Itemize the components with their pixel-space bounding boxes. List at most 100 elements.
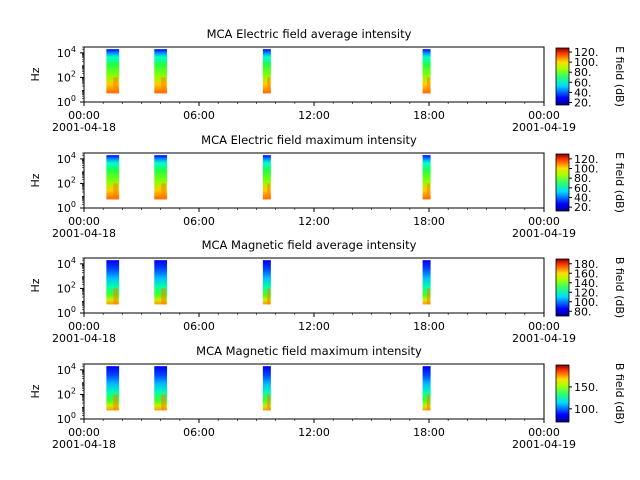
colorbar-label: B field (dB) [613, 257, 626, 318]
colorbar-tick-label: 120. [574, 46, 599, 59]
y-tick-label: 100 [57, 94, 76, 109]
colorbar-tick-label: 40. [574, 191, 592, 204]
burst-4 [422, 366, 431, 411]
y-tick-label: 100 [57, 305, 76, 320]
burst-2-hot-band [161, 288, 166, 305]
y-tick-label: 104 [57, 45, 76, 60]
x-tick-label: 00:00 [528, 320, 560, 333]
x-tick-label: 06:00 [183, 426, 215, 439]
burst-4-hot-band [427, 77, 430, 94]
y-tick-label: 100 [57, 411, 76, 426]
panel-title: MCA Electric field average intensity [207, 27, 412, 41]
burst-3-hot-band [267, 288, 271, 305]
x-tick-label: 18:00 [413, 426, 445, 439]
x-tick-label: 12:00 [298, 215, 330, 228]
x-date-label-end: 2001-04-19 [512, 227, 576, 240]
x-tick-label: 00:00 [68, 426, 100, 439]
x-tick-label: 00:00 [528, 426, 560, 439]
x-tick-label: 06:00 [183, 320, 215, 333]
y-tick-label: 102 [57, 280, 76, 295]
x-tick-label: 00:00 [528, 215, 560, 228]
colorbar-tick-label: 150. [574, 381, 599, 394]
x-date-label-end: 2001-04-19 [512, 438, 576, 451]
y-tick-label: 102 [57, 386, 76, 401]
colorbar-tick-label: 80. [574, 305, 592, 318]
burst-3-hot-band [267, 77, 271, 94]
panel-title: MCA Electric field maximum intensity [201, 133, 417, 147]
colorbar-tick-label: 60. [574, 76, 592, 89]
x-tick-label: 06:00 [183, 109, 215, 122]
y-axis-label: Hz [29, 67, 42, 81]
x-tick-label: 12:00 [298, 320, 330, 333]
colorbar-tick-label: 100. [574, 56, 599, 69]
x-date-label-start: 2001-04-18 [52, 227, 116, 240]
panel-title: MCA Magnetic field average intensity [202, 238, 417, 252]
colorbar-tick-label: 140. [574, 277, 599, 290]
colorbar-tick-label: 120. [574, 153, 599, 166]
burst-1-hot-band [113, 183, 118, 200]
panel-1: MCA Electric field average intensity 100 1… [29, 27, 626, 134]
x-tick-label: 18:00 [413, 215, 445, 228]
burst-2-hot-band [161, 183, 166, 200]
burst-4-hot-band [427, 394, 430, 411]
y-tick-label: 102 [57, 69, 76, 84]
burst-4 [422, 260, 431, 305]
plot-frame [83, 46, 545, 103]
burst-2-hot-band [161, 394, 166, 411]
colorbar-tick-label: 20. [574, 201, 592, 214]
burst-1-hot-band [113, 288, 118, 305]
colorbar-tick-label: 80. [574, 172, 592, 185]
x-date-label-end: 2001-04-19 [512, 121, 576, 134]
y-axis-label: Hz [29, 173, 42, 187]
y-tick-label: 104 [57, 151, 76, 166]
colorbar-tick-label: 100. [574, 403, 599, 416]
x-tick-label: 00:00 [528, 109, 560, 122]
x-tick-label: 12:00 [298, 109, 330, 122]
panel-title: MCA Magnetic field maximum intensity [196, 344, 422, 358]
colorbar-tick-label: 100. [574, 296, 599, 309]
colorbar-tick-label: 160. [574, 267, 599, 280]
colorbar-tick-label: 120. [574, 286, 599, 299]
colorbar-tick-label: 100. [574, 162, 599, 175]
x-tick-label: 18:00 [413, 109, 445, 122]
x-tick-label: 18:00 [413, 320, 445, 333]
burst-1-hot-band [113, 394, 118, 411]
burst-4-hot-band [427, 183, 430, 200]
burst-3-hot-band [267, 183, 271, 200]
panel-3: MCA Magnetic field average intensity 100 1… [29, 238, 626, 345]
colorbar-tick-label: 180. [574, 258, 599, 271]
burst-3 [262, 49, 271, 94]
burst-2-hot-band [161, 77, 166, 94]
x-tick-label: 00:00 [68, 320, 100, 333]
x-tick-label: 00:00 [68, 109, 100, 122]
colorbar [555, 153, 570, 212]
x-date-label-end: 2001-04-19 [512, 332, 576, 345]
y-tick-label: 104 [57, 256, 76, 271]
x-date-label-start: 2001-04-18 [52, 121, 116, 134]
y-tick-label: 100 [57, 200, 76, 215]
colorbar-label: E field (dB) [613, 46, 626, 107]
plot-frame [83, 152, 545, 209]
colorbar-label: B field (dB) [613, 363, 626, 424]
y-tick-label: 102 [57, 175, 76, 190]
colorbar [555, 47, 570, 106]
burst-3-hot-band [267, 394, 271, 411]
burst-4 [422, 49, 431, 94]
x-date-label-start: 2001-04-18 [52, 438, 116, 451]
burst-3 [262, 366, 271, 411]
burst-4 [422, 155, 431, 200]
colorbar-label: E field (dB) [613, 152, 626, 213]
x-tick-label: 00:00 [68, 215, 100, 228]
x-date-label-start: 2001-04-18 [52, 332, 116, 345]
y-axis-label: Hz [29, 278, 42, 292]
panel-2: MCA Electric field maximum intensity 100 1… [29, 133, 626, 240]
x-tick-label: 12:00 [298, 426, 330, 439]
burst-3 [262, 260, 271, 305]
colorbar [555, 258, 570, 317]
burst-3 [262, 155, 271, 200]
plot-frame [83, 257, 545, 314]
colorbar-tick-label: 60. [574, 182, 592, 195]
burst-1-hot-band [113, 77, 118, 94]
y-tick-label: 104 [57, 362, 76, 377]
